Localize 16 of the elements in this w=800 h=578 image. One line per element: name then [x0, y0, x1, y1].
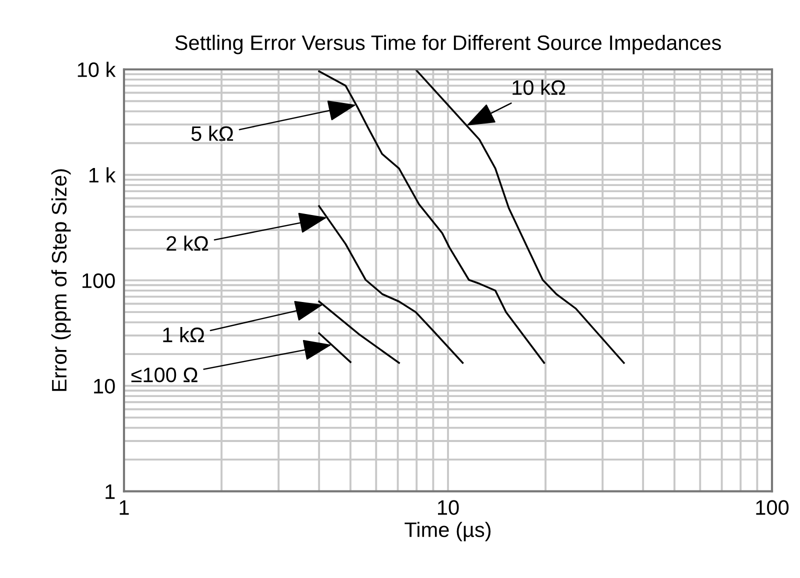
- y-tick-label: 1: [106, 484, 115, 499]
- y-tick-label: 10 k: [78, 62, 116, 78]
- x-axis-title: Time (µs): [404, 522, 491, 542]
- chart-title: Settling Error Versus Time for Different Source Impedances: [175, 34, 721, 54]
- text: 2 kΩ: [166, 236, 208, 251]
- x-tick-label: 1: [120, 500, 129, 515]
- y-tick-label: 10: [94, 378, 115, 394]
- y-axis-title: Error (ppm of Step Size): [51, 169, 71, 391]
- y-tick-label: 1 k: [89, 167, 116, 182]
- text: 5 kΩ: [191, 126, 234, 141]
- text: 1 kΩ: [163, 326, 204, 342]
- x-tick-label: 100: [756, 500, 789, 515]
- x-tick-label: 10: [438, 500, 459, 515]
- text: 10 kΩ: [512, 80, 566, 96]
- text: ≤100 Ω: [131, 368, 198, 382]
- y-tick-label: 100: [82, 273, 115, 288]
